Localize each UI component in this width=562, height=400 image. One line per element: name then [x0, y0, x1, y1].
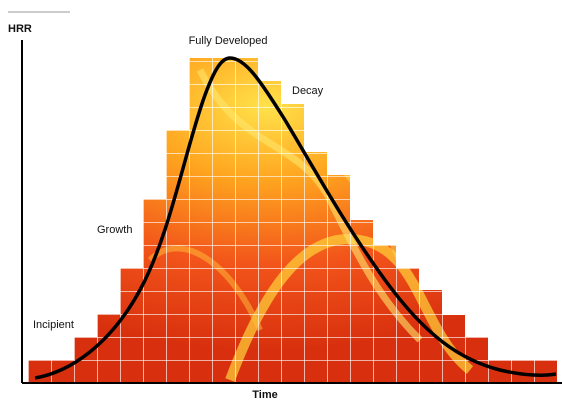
stage-label: Fully Developed: [189, 35, 268, 47]
fire-development-diagram: HRR Time Incipient Growth Fully Develope…: [0, 0, 562, 400]
stage-label: Incipient: [33, 319, 74, 331]
x-axis-label: Time: [252, 389, 277, 400]
stage-label: Decay: [292, 85, 324, 97]
stage-label: Growth: [97, 224, 132, 236]
y-axis-label: HRR: [8, 23, 32, 35]
page: {"axes": {"y_label": "HRR", "x_label": "…: [0, 0, 562, 400]
